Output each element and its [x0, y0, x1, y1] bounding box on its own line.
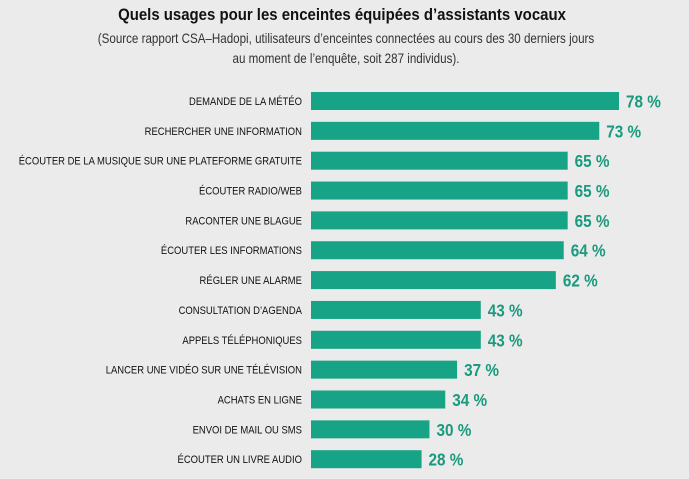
bar — [311, 330, 481, 349]
value-label: 37 % — [464, 360, 499, 380]
category-label: ÉCOUTER DE LA MUSIQUE SUR UNE PLATEFORME… — [19, 154, 302, 168]
value-label: 62 % — [563, 270, 598, 290]
value-label: 43 % — [488, 300, 523, 320]
bar — [311, 241, 564, 260]
category-label: RECHERCHER UNE INFORMATION — [145, 126, 302, 138]
value-label: 73 % — [606, 121, 641, 141]
bar — [311, 121, 600, 140]
category-label: ACHATS EN LIGNE — [218, 395, 303, 407]
category-label: RACONTER UNE BLAGUE — [185, 216, 302, 228]
category-label: CONSULTATION D’AGENDA — [179, 305, 303, 317]
chart-subtitle-line-1: (Source rapport CSA–Hadopi, utilisateurs… — [98, 31, 594, 46]
value-label: 43 % — [488, 330, 523, 350]
category-label: ÉCOUTER RADIO/WEB — [199, 184, 302, 198]
bar — [311, 360, 458, 379]
bar — [311, 420, 430, 439]
bar — [311, 450, 422, 469]
bar — [311, 151, 568, 170]
category-label: ÉCOUTER UN LIVRE AUDIO — [178, 452, 302, 466]
chart-title: Quels usages pour les enceintes équipées… — [118, 6, 566, 24]
category-label: APPELS TÉLÉPHONIQUES — [182, 333, 302, 347]
value-label: 28 % — [429, 450, 464, 470]
value-label: 65 % — [575, 181, 610, 201]
value-label: 30 % — [436, 420, 471, 440]
category-label: DEMANDE DE LA MÉTÉO — [189, 94, 302, 108]
bar — [311, 300, 481, 319]
chart-subtitle-line-2: au moment de l’enquête, soit 287 individ… — [233, 51, 460, 66]
category-label: ÉCOUTER LES INFORMATIONS — [161, 244, 302, 258]
bar — [311, 92, 619, 110]
bar — [311, 271, 556, 290]
bar — [311, 211, 568, 230]
bar — [311, 181, 568, 200]
value-label: 65 % — [575, 211, 610, 231]
value-label: 64 % — [571, 241, 606, 261]
category-label: ENVOI DE MAIL OU SMS — [193, 425, 303, 437]
value-label: 78 % — [626, 91, 661, 111]
value-label: 65 % — [575, 151, 610, 171]
category-label: LANCER UNE VIDÉO SUR UNE TÉLÉVISION — [106, 363, 302, 377]
value-label: 34 % — [452, 390, 487, 410]
bars-group: DEMANDE DE LA MÉTÉO 78 % RECHERCHER UNE IN… — [19, 91, 661, 470]
bar — [311, 390, 446, 409]
category-label: RÉGLER UNE ALARME — [200, 273, 303, 287]
